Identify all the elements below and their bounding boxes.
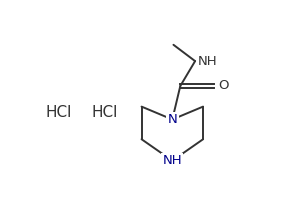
- Text: HCl: HCl: [46, 105, 72, 120]
- Text: O: O: [218, 80, 228, 93]
- Text: NH: NH: [197, 55, 217, 68]
- Text: NH: NH: [163, 154, 182, 167]
- Text: HCl: HCl: [91, 105, 118, 120]
- Text: N: N: [168, 113, 177, 126]
